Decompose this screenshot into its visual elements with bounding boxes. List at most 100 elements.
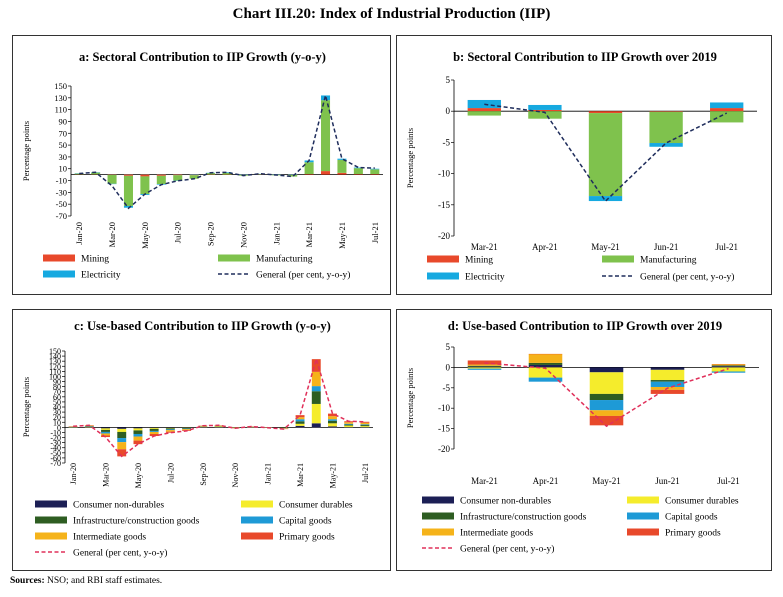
bar-capital-goods-jun-21 bbox=[650, 381, 685, 387]
legend-item: Consumer non-durables bbox=[35, 500, 164, 511]
bar-consumer-non-durables-jun-20 bbox=[149, 427, 159, 428]
bar-consumer-durables-jul-21 bbox=[711, 367, 746, 372]
bar-electricity-jun-21 bbox=[649, 143, 683, 147]
legend-swatch bbox=[43, 270, 75, 278]
bar-consumer-durables-sep-20 bbox=[198, 426, 208, 428]
legend-item: Intermediate goods bbox=[35, 532, 146, 543]
bar-infrastructure-construction-goods-apr-21 bbox=[311, 391, 321, 404]
legend-swatch bbox=[35, 500, 67, 508]
legend-item: Primary goods bbox=[627, 528, 721, 539]
y-tick-label: 50 bbox=[53, 398, 61, 407]
bar-primary-goods-jul-20 bbox=[165, 431, 175, 433]
legend-item: Manufacturing bbox=[218, 254, 313, 265]
y-tick-label: 60 bbox=[53, 393, 61, 402]
x-tick-label: Mar-21 bbox=[471, 476, 498, 486]
bar-infrastructure-construction-goods-jun-21 bbox=[650, 380, 685, 382]
bar-capital-goods-mar-21 bbox=[467, 368, 502, 370]
legend-label: Capital goods bbox=[665, 513, 718, 523]
y-tick-label: 150 bbox=[54, 81, 67, 91]
bar-capital-goods-may-21 bbox=[589, 400, 624, 411]
bar-manufacturing-oct-20 bbox=[222, 172, 232, 175]
x-tick-label: Jan-21 bbox=[264, 463, 273, 484]
x-tick-label: Mar-21 bbox=[471, 242, 498, 252]
legend-label: Primary goods bbox=[665, 529, 721, 539]
bar-manufacturing-mar-21 bbox=[304, 162, 314, 175]
bar-consumer-non-durables-mar-20 bbox=[101, 427, 110, 429]
page-title: Chart III.20: Index of Industrial Produc… bbox=[232, 6, 551, 22]
legend-swatch bbox=[241, 500, 273, 508]
chart-b: b: Sectoral Contribution to IIP Growth o… bbox=[405, 50, 757, 283]
legend-label: Capital goods bbox=[279, 517, 332, 527]
legend-swatch bbox=[422, 512, 454, 520]
y-tick-label: -20 bbox=[438, 444, 450, 454]
legend-swatch bbox=[427, 255, 459, 263]
legend-swatch bbox=[218, 254, 250, 262]
x-tick-label: Jul-21 bbox=[370, 222, 380, 243]
bar-infrastructure-construction-goods-aug-20 bbox=[182, 427, 192, 429]
chart-c-title: c: Use-based Contribution to IIP Growth … bbox=[74, 319, 331, 333]
bar-electricity-jul-21 bbox=[370, 168, 380, 170]
bar-intermediate-goods-apr-20 bbox=[117, 442, 127, 450]
bar-intermediate-goods-may-21 bbox=[589, 410, 624, 416]
panel-b-sectoral-2019: b: Sectoral Contribution to IIP Growth o… bbox=[396, 35, 772, 295]
bar-manufacturing-jun-21 bbox=[353, 168, 363, 175]
y-tick-label: -10 bbox=[56, 176, 67, 186]
x-tick-label: Sep-20 bbox=[206, 222, 216, 246]
chart-c-general-line bbox=[73, 356, 365, 458]
chart-a-title: a: Sectoral Contribution to IIP Growth (… bbox=[79, 50, 326, 64]
x-tick-label: Apr-21 bbox=[532, 242, 558, 252]
y-tick-label: -10 bbox=[50, 428, 61, 437]
bar-mining-jun-21 bbox=[649, 111, 683, 112]
bar-capital-goods-jul-21 bbox=[360, 424, 370, 426]
y-tick-label: 0 bbox=[446, 106, 451, 116]
y-tick-label: -40 bbox=[50, 444, 61, 453]
y-tick-label: 110 bbox=[55, 105, 67, 115]
x-tick-label: Mar-21 bbox=[296, 463, 305, 487]
legend-item: Consumer non-durables bbox=[422, 496, 551, 507]
legend-item: Mining bbox=[43, 254, 109, 265]
bar-mining-may-21 bbox=[588, 111, 623, 114]
bar-consumer-non-durables-jun-21 bbox=[650, 367, 685, 370]
x-tick-label: Nov-20 bbox=[231, 463, 240, 487]
chart-d-ylabel: Percentage points bbox=[405, 368, 415, 428]
bar-manufacturing-jul-21 bbox=[710, 111, 744, 123]
bar-consumer-non-durables-mar-21 bbox=[295, 425, 305, 428]
y-tick-label: -5 bbox=[443, 137, 451, 147]
bar-intermediate-goods-jun-21 bbox=[344, 422, 354, 424]
panel-c-usebased-yoy: c: Use-based Contribution to IIP Growth … bbox=[12, 309, 391, 571]
y-tick-label: -10 bbox=[438, 169, 450, 179]
y-tick-label: 10 bbox=[59, 164, 68, 174]
legend-label: Infrastructure/construction goods bbox=[460, 512, 587, 523]
x-tick-label: Jul-21 bbox=[361, 463, 370, 483]
legend-label: Intermediate goods bbox=[73, 533, 146, 543]
chart-b-title: b: Sectoral Contribution to IIP Growth o… bbox=[453, 50, 717, 64]
bar-consumer-durables-mar-21 bbox=[295, 423, 305, 426]
bar-manufacturing-jul-20 bbox=[173, 175, 183, 181]
bar-primary-goods-may-21 bbox=[589, 415, 624, 426]
bar-mining-jul-21 bbox=[710, 108, 744, 112]
bar-infrastructure-construction-goods-mar-20 bbox=[101, 429, 110, 432]
legend-item: General (per cent, y-o-y) bbox=[218, 270, 350, 281]
bar-primary-goods-may-20 bbox=[133, 440, 143, 445]
bar-consumer-non-durables-apr-21 bbox=[528, 364, 563, 368]
bar-intermediate-goods-may-20 bbox=[133, 436, 143, 441]
bar-electricity-jul-21 bbox=[710, 102, 744, 109]
bar-mining-mar-21 bbox=[304, 174, 314, 175]
bar-infrastructure-construction-goods-may-21 bbox=[328, 420, 337, 424]
bar-capital-goods-jun-20 bbox=[149, 430, 159, 432]
x-tick-label: Mar-20 bbox=[107, 222, 117, 247]
bar-primary-goods-jun-21 bbox=[650, 389, 685, 394]
bar-manufacturing-jul-21 bbox=[370, 169, 380, 175]
legend-item: Consumer durables bbox=[241, 500, 353, 511]
bar-primary-goods-may-21 bbox=[328, 413, 337, 417]
x-tick-label: Jul-21 bbox=[715, 242, 738, 252]
bar-manufacturing-may-21 bbox=[588, 113, 623, 197]
x-tick-label: May-21 bbox=[337, 222, 347, 249]
y-tick-label: -20 bbox=[438, 231, 450, 241]
bar-manufacturing-dec-20 bbox=[255, 174, 265, 175]
bar-consumer-durables-may-21 bbox=[328, 423, 337, 427]
y-tick-label: 5 bbox=[446, 75, 451, 85]
bar-capital-goods-apr-21 bbox=[528, 377, 563, 382]
y-tick-label: -30 bbox=[56, 187, 67, 197]
bar-capital-goods-apr-20 bbox=[117, 438, 127, 443]
